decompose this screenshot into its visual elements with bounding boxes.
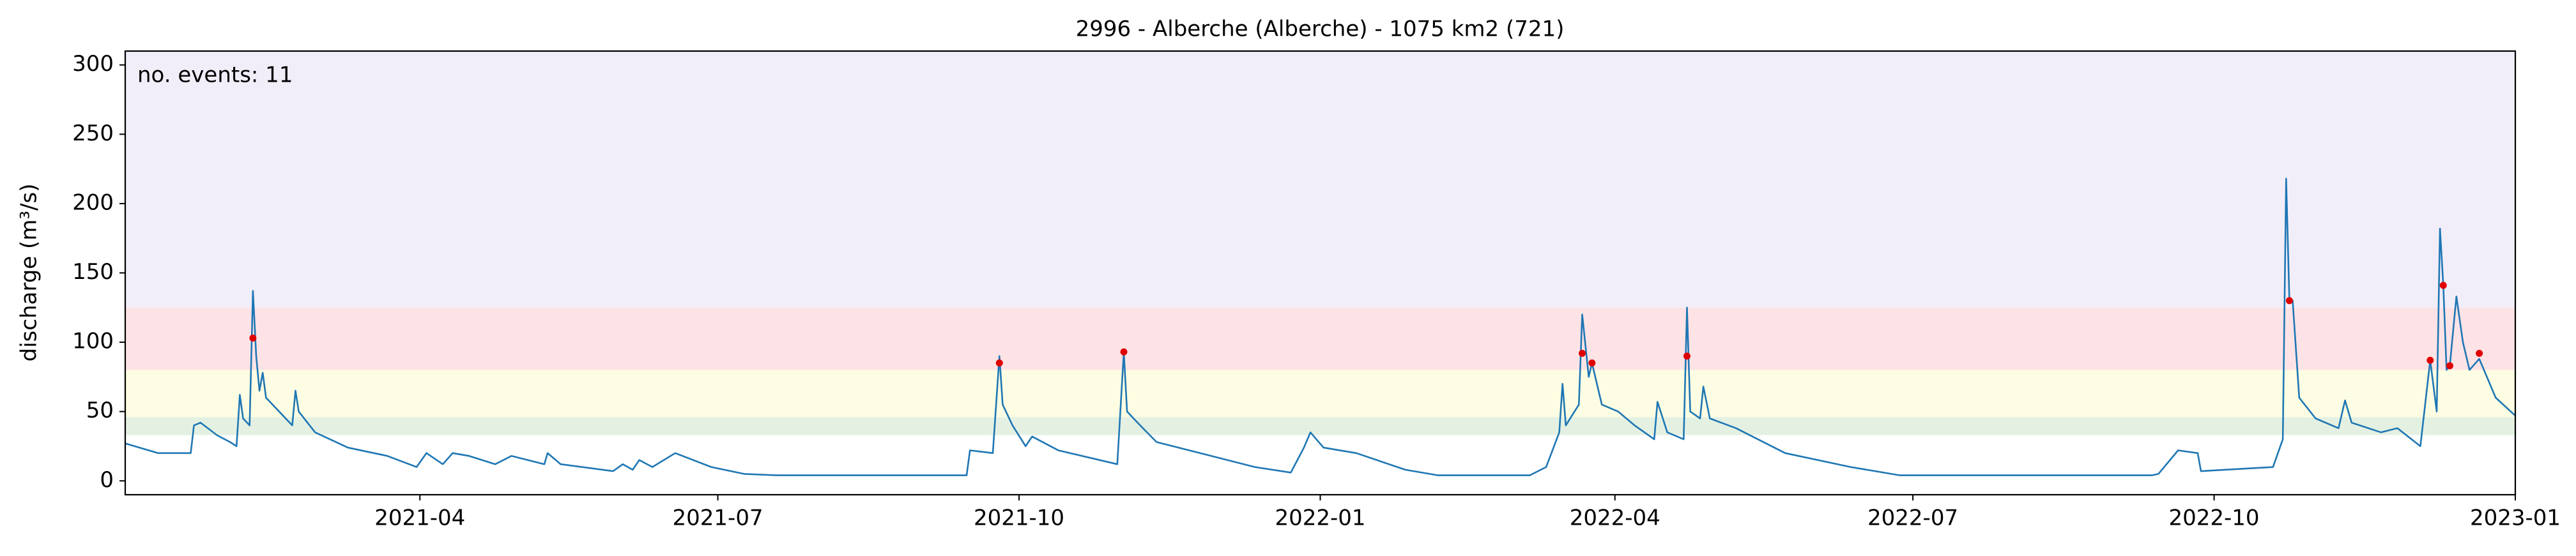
x-tick-label: 2021-07: [673, 506, 763, 531]
event-point: [2285, 297, 2293, 304]
chart-title: 2996 - Alberche (Alberche) - 1075 km2 (7…: [1076, 17, 1565, 42]
threshold-band: [125, 370, 2515, 417]
annotation: no. events: 11: [137, 63, 293, 88]
event-point: [2439, 282, 2447, 289]
x-tick-label: 2022-01: [1275, 506, 1365, 531]
threshold-bands: [125, 51, 2515, 435]
threshold-band: [125, 307, 2515, 370]
x-tick-label: 2022-07: [1867, 506, 1958, 531]
y-tick-label: 300: [72, 51, 114, 77]
y-tick-label: 150: [72, 259, 114, 285]
x-tick-label: 2021-10: [974, 506, 1064, 531]
discharge-line: [125, 177, 2516, 476]
event-point: [1578, 349, 1586, 357]
event-point: [2426, 356, 2434, 364]
y-tick-label: 250: [72, 121, 114, 146]
plot-area: [125, 177, 2516, 476]
event-point: [995, 359, 1003, 367]
event-point: [249, 334, 257, 342]
plot-frame: [124, 50, 2517, 496]
event-point: [2476, 349, 2483, 357]
y-tick-label: 0: [100, 467, 114, 493]
y-tick-label: 50: [86, 398, 114, 423]
threshold-band: [125, 51, 2515, 308]
threshold-band: [125, 417, 2515, 435]
event-point: [1120, 348, 1128, 356]
y-tick-label: 100: [72, 329, 114, 354]
y-tick-label: 200: [72, 190, 114, 215]
x-tick-label: 2022-04: [1570, 506, 1660, 531]
event-point: [1683, 352, 1690, 360]
event-point: [2446, 362, 2454, 370]
y-axis-label: discharge (m³/s): [17, 184, 42, 362]
x-tick-label: 2022-10: [2169, 506, 2260, 531]
x-tick-label: 2023-01: [2470, 506, 2561, 531]
axes: 0 50 100 150 200 250 300 2021-04 2021-07 2021-10 2…: [72, 51, 2561, 530]
event-point: [1588, 359, 1596, 367]
x-tick-label: 2021-04: [374, 506, 465, 531]
